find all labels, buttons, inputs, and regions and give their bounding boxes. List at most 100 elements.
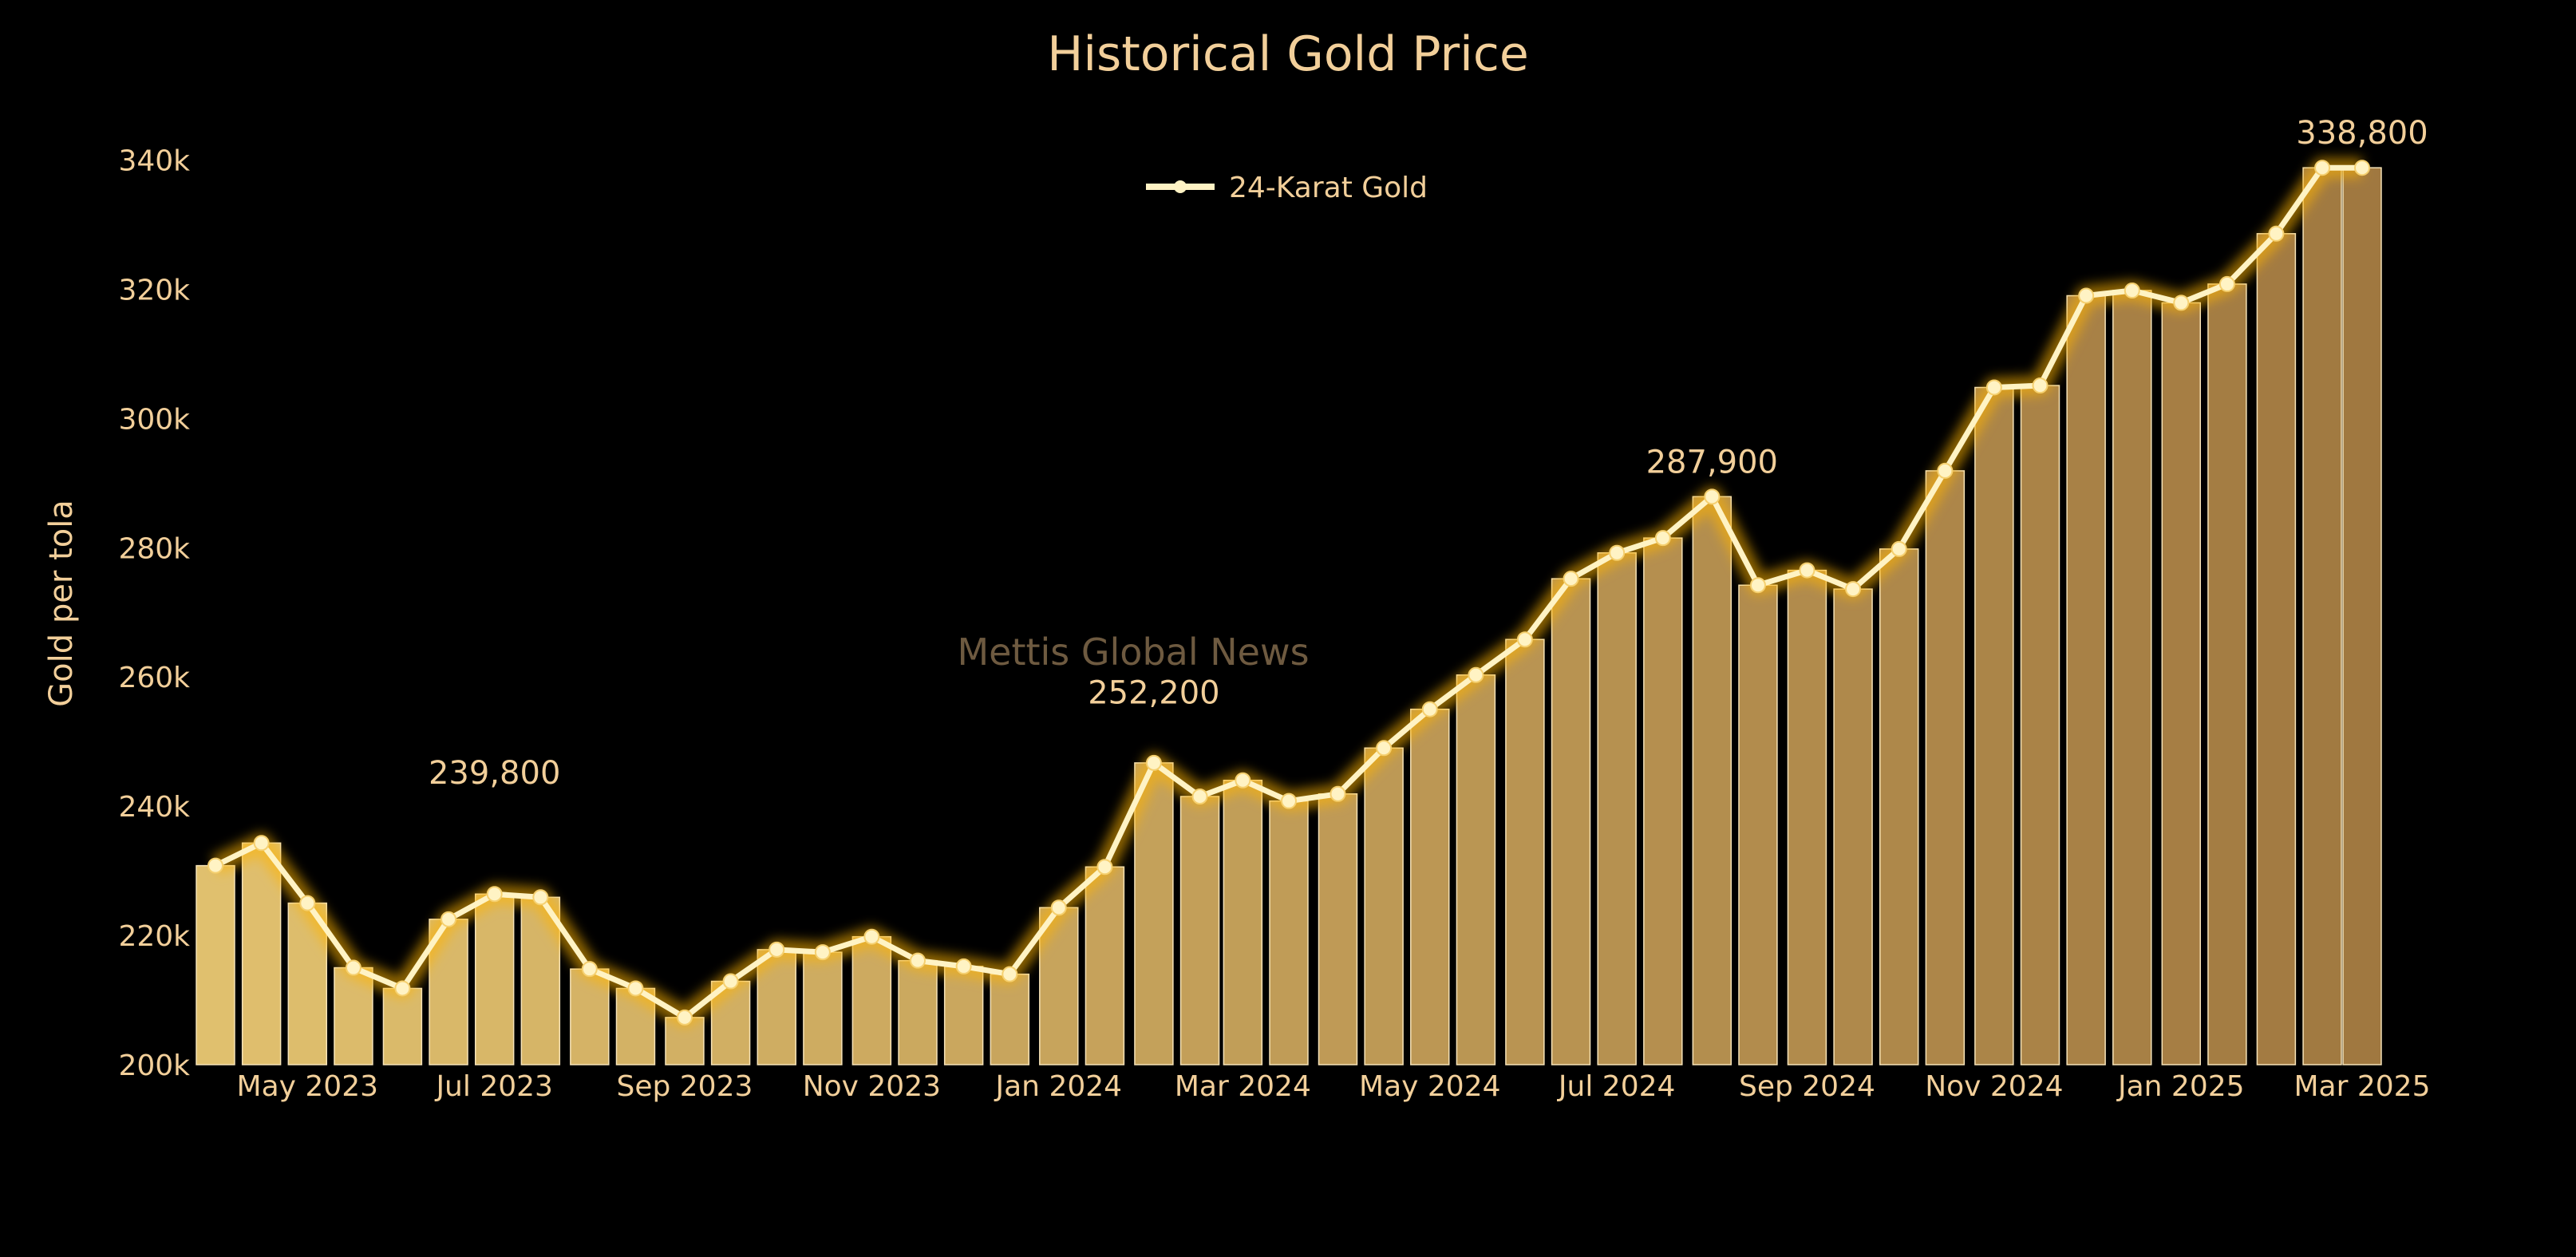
line-point — [1609, 544, 1626, 561]
line-point — [1516, 631, 1533, 648]
line-point — [676, 1009, 693, 1026]
line-point — [441, 911, 457, 927]
y-tick-label: 240k — [118, 791, 190, 824]
x-tick-label: Sep 2024 — [1739, 1070, 1875, 1103]
bar — [1505, 638, 1545, 1065]
bar — [1974, 386, 2014, 1065]
bar — [2302, 167, 2342, 1065]
bar — [943, 966, 984, 1065]
bar — [757, 949, 796, 1065]
line-point — [1235, 772, 1251, 789]
line-point — [2218, 275, 2235, 292]
line-point — [207, 857, 223, 874]
line-point — [1376, 740, 1393, 757]
line-point — [1281, 793, 1297, 809]
line-point — [768, 941, 785, 958]
bar — [2161, 302, 2201, 1065]
line-point — [627, 980, 644, 997]
line-point — [2268, 225, 2285, 242]
bar — [2207, 283, 2247, 1065]
x-tick-label: Jul 2023 — [434, 1070, 553, 1103]
x-tick-label: May 2023 — [237, 1070, 379, 1103]
line-point — [1468, 666, 1484, 683]
y-tick-label: 280k — [118, 532, 190, 565]
line-point — [253, 835, 270, 852]
line-point — [1050, 899, 1067, 916]
x-tick-label: Nov 2023 — [803, 1070, 941, 1103]
line-point — [1096, 859, 1113, 876]
line-point — [814, 944, 831, 961]
bar — [2020, 385, 2060, 1065]
bar — [474, 893, 515, 1065]
y-tick-label: 300k — [118, 403, 190, 436]
legend-marker — [1174, 180, 1187, 193]
line-point — [1891, 540, 1907, 557]
line-point — [1704, 488, 1721, 505]
bar — [2112, 290, 2152, 1065]
bar — [851, 935, 892, 1065]
line-point — [1145, 754, 1162, 771]
line-point — [955, 958, 972, 974]
line-point — [2078, 287, 2095, 304]
watermark: Mettis Global News — [957, 630, 1309, 674]
bar — [898, 959, 938, 1065]
line-point — [581, 961, 598, 978]
bar — [382, 987, 423, 1065]
annotations: 239,800 252,200 287,900 338,800 — [429, 115, 2428, 792]
line-point — [1191, 788, 1208, 804]
y-axis: 200k 220k 240k 260k 280k 300k 320k 340k — [118, 144, 190, 1082]
y-axis-label: Gold per tola — [43, 500, 80, 707]
y-tick-label: 320k — [118, 274, 190, 306]
annotation-label: 287,900 — [1646, 444, 1778, 480]
bar — [803, 951, 843, 1065]
bar — [1364, 747, 1404, 1065]
y-tick-label: 260k — [118, 662, 190, 694]
x-tick-label: Nov 2024 — [1925, 1070, 2063, 1103]
x-tick-label: Sep 2023 — [616, 1070, 753, 1103]
x-tick-label: Jul 2024 — [1557, 1070, 1676, 1103]
line-point — [486, 886, 503, 903]
line-point — [2124, 283, 2140, 299]
y-tick-label: 340k — [118, 144, 190, 177]
annotation-label: 338,800 — [2296, 115, 2428, 152]
bar — [196, 864, 235, 1065]
bar — [2342, 167, 2382, 1065]
bar — [1410, 708, 1450, 1065]
bar — [1223, 780, 1263, 1065]
annotation-label: 239,800 — [429, 755, 560, 792]
bar — [2066, 294, 2106, 1065]
line-point — [2032, 377, 2049, 394]
line-point — [910, 952, 926, 969]
line-point — [532, 889, 549, 906]
bar — [1318, 793, 1358, 1065]
line-point — [2173, 294, 2190, 311]
line-point — [2354, 160, 2370, 176]
bar — [1925, 470, 1966, 1065]
line-point — [1845, 581, 1862, 598]
line-point — [1749, 577, 1766, 594]
x-tick-label: Jan 2025 — [2116, 1070, 2245, 1103]
x-tick-label: May 2024 — [1359, 1070, 1501, 1103]
line-point — [394, 980, 411, 997]
legend-label: 24-Karat Gold — [1229, 172, 1428, 204]
line-point — [1985, 379, 2002, 396]
bar — [1179, 796, 1220, 1065]
line-point — [1654, 530, 1671, 547]
bar — [1738, 584, 1778, 1065]
y-tick-label: 220k — [118, 920, 190, 953]
line-point — [722, 973, 739, 990]
line-point — [1799, 562, 1815, 579]
bar — [1597, 552, 1637, 1065]
line-point — [1421, 701, 1438, 717]
bar — [1643, 537, 1683, 1065]
line-point — [1563, 571, 1579, 587]
x-tick-label: Mar 2025 — [2294, 1070, 2431, 1103]
bar — [1269, 800, 1309, 1065]
bar — [2256, 233, 2297, 1065]
bar — [1833, 588, 1873, 1065]
bar — [1085, 866, 1125, 1065]
line-point — [1937, 462, 1954, 479]
annotation-label: 252,200 — [1088, 674, 1219, 711]
bar — [1456, 674, 1496, 1065]
legend: 24-Karat Gold — [1146, 172, 1428, 204]
